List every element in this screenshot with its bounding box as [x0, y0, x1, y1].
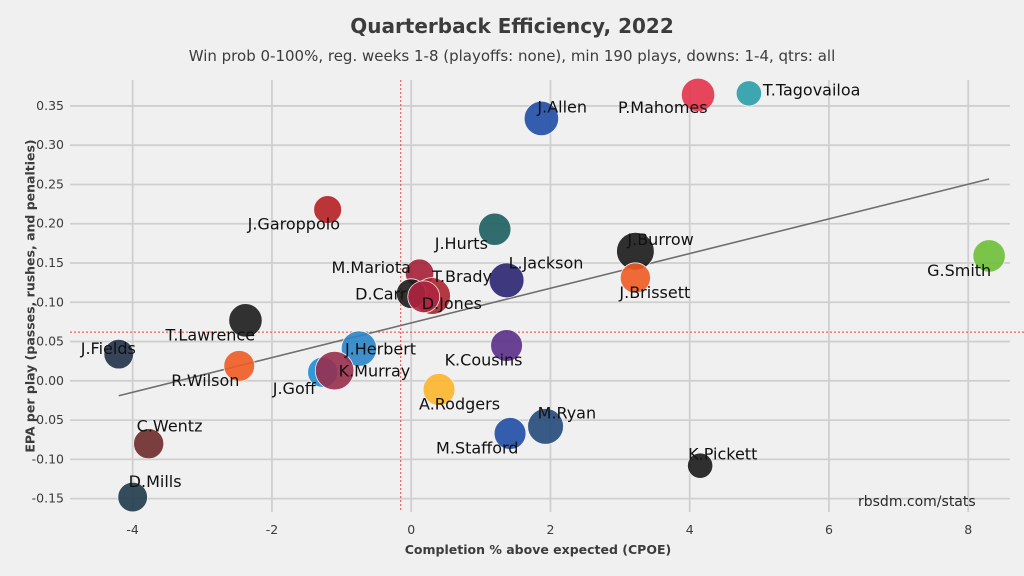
qb-label: M.Ryan	[538, 403, 597, 422]
y-tick-label: -0.15	[32, 491, 64, 506]
y-tick-label: 0.10	[36, 294, 64, 309]
qb-label: J.Hurts	[434, 234, 488, 253]
qb-label: D.Carr	[355, 285, 407, 304]
x-tick-label: 6	[825, 522, 833, 537]
chart-title: Quarterback Efficiency, 2022	[350, 14, 674, 38]
qb-label: K.Murray	[339, 362, 411, 381]
trend-line	[118, 178, 990, 397]
qb-label: J.Burrow	[626, 230, 693, 249]
x-tick-label: 4	[686, 522, 694, 537]
chart-subtitle: Win prob 0-100%, reg. weeks 1-8 (playoff…	[188, 47, 836, 65]
qb-point[interactable]	[340, 330, 378, 367]
y-tick-label: 0.15	[36, 255, 64, 270]
x-tick-label: 0	[407, 522, 415, 537]
qb-point[interactable]	[117, 481, 148, 513]
qb-label: J.Garoppolo	[247, 215, 340, 234]
qb-point[interactable]	[523, 100, 560, 137]
qb-point[interactable]	[103, 338, 134, 370]
x-tick-label: 8	[964, 522, 972, 537]
y-tick-label: -0.10	[32, 451, 64, 466]
qb-point[interactable]	[133, 428, 165, 460]
qb-label: M.Stafford	[436, 438, 518, 457]
y-tick-label: 0.35	[36, 98, 64, 113]
y-tick-label: -0.05	[32, 412, 64, 427]
x-tick-label: -2	[266, 522, 278, 537]
qb-point[interactable]	[527, 408, 564, 445]
qb-label: A.Rodgers	[419, 394, 500, 413]
qb-label: K.Pickett	[688, 445, 757, 464]
qb-label: J.Herbert	[344, 340, 416, 359]
y-tick-label: 0.25	[36, 176, 64, 191]
qb-label: J.Brissett	[618, 283, 690, 302]
qb-label: D.Mills	[129, 472, 182, 491]
y-tick-label: 0.20	[36, 216, 64, 231]
qb-point[interactable]	[972, 239, 1006, 273]
qb-label: J.Fields	[80, 339, 136, 358]
y-tick-label: 0.05	[36, 334, 64, 349]
qb-point[interactable]	[735, 80, 762, 107]
qb-label: J.Allen	[536, 97, 587, 116]
qb-label: R.Wilson	[171, 371, 239, 390]
qb-point[interactable]	[619, 262, 651, 294]
qb-point[interactable]	[687, 452, 714, 479]
qb-label: T.Tagovailoa	[762, 80, 861, 99]
qb-point[interactable]	[422, 373, 456, 406]
qb-label: L.Jackson	[509, 253, 584, 272]
x-tick-label: -4	[126, 522, 139, 537]
grid	[70, 80, 1010, 512]
axis-ticks: -4 -2 0 2 4 6 8 -0.15 -0.10 -0.05 0.00 0.05 0.10 0.15…	[32, 98, 973, 537]
credit-text: rbsdm.com/stats	[858, 494, 976, 510]
qb-point[interactable]	[493, 417, 527, 450]
trend-line-path	[118, 178, 990, 397]
qb-label: M.Mariota	[332, 258, 411, 277]
qb-point[interactable]	[228, 303, 263, 338]
x-tick-label: 2	[546, 522, 554, 537]
qb-label: T.Brady	[431, 267, 492, 286]
qb-point[interactable]	[223, 350, 255, 382]
qb-point[interactable]	[490, 329, 523, 362]
qb-label: T.Lawrence	[164, 325, 255, 344]
qb-label: P.Mahomes	[618, 98, 708, 117]
qb-label: G.Smith	[927, 261, 991, 280]
qb-label: K.Cousins	[445, 350, 523, 369]
qb-point[interactable]	[407, 280, 441, 314]
y-tick-label: 0.30	[36, 137, 64, 152]
qb-point[interactable]	[314, 350, 355, 391]
qb-label: D.Jones	[422, 294, 482, 313]
qb-point[interactable]	[488, 262, 525, 299]
data-points	[103, 77, 1006, 513]
qb-point[interactable]	[313, 195, 342, 224]
qb-label: C.Wentz	[137, 417, 203, 436]
qb-point[interactable]	[680, 77, 716, 113]
y-tick-label: 0.00	[36, 373, 64, 388]
qb-point[interactable]	[478, 212, 512, 246]
x-axis-label: Completion % above expected (CPOE)	[404, 542, 672, 557]
qb-label: J.Goff	[272, 379, 317, 398]
point-labels: T.Tagovailoa P.Mahomes J.Allen J.Garoppolo J…	[80, 80, 991, 491]
